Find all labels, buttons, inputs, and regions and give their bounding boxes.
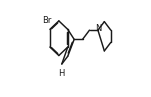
Text: Br: Br [43,16,52,25]
Text: H: H [58,69,64,78]
Text: N: N [95,24,102,33]
